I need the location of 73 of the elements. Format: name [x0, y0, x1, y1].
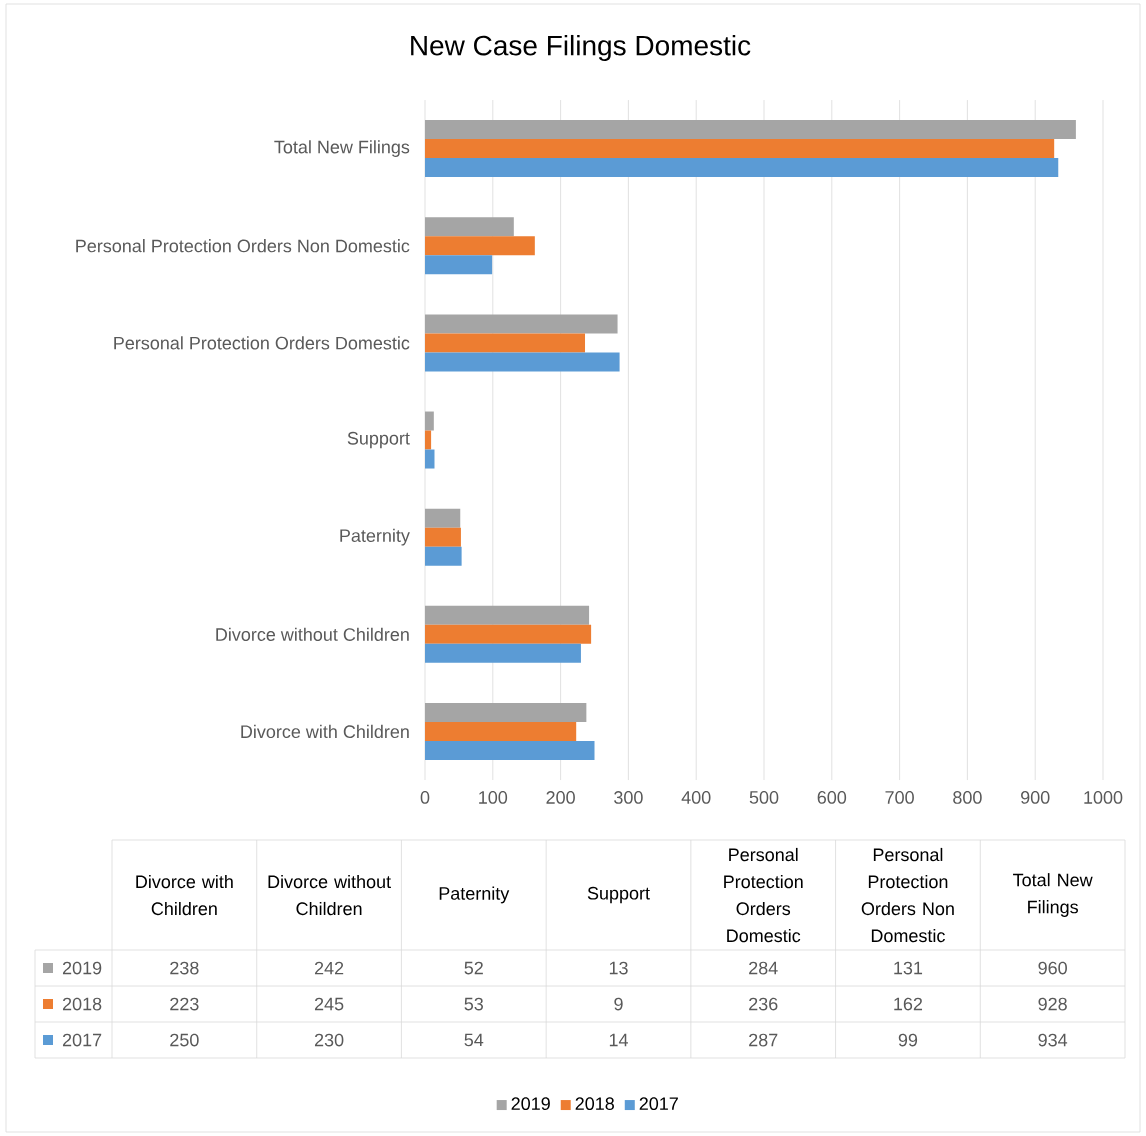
bar	[425, 702, 587, 722]
x-tick-label: 800	[953, 791, 982, 804]
x-tick-label: 1000	[1084, 791, 1123, 804]
x-tick-label: 100	[479, 791, 508, 804]
bar	[425, 411, 434, 431]
data-label: 928	[1038, 997, 1067, 1011]
legend-label: 2018	[62, 997, 102, 1011]
bar	[425, 740, 595, 760]
data-label: 54	[464, 1033, 484, 1047]
bar	[425, 217, 514, 237]
data-label: 13	[609, 961, 628, 975]
y-tick-label: Paternity	[340, 528, 410, 546]
x-tick-label: 900	[1021, 791, 1050, 804]
y-tick-label: Personal Protection Orders Non Domestic	[76, 239, 410, 253]
category-label: Divorce with Children	[136, 874, 233, 916]
legend-label: 2019	[511, 1097, 550, 1111]
category-label: Paternity	[439, 886, 510, 904]
y-tick-label: Divorce without Children	[216, 627, 409, 641]
legend-label: 2017	[62, 1033, 102, 1047]
data-label: 9	[614, 997, 623, 1011]
x-tick-label: 500	[749, 791, 779, 804]
data-label: 934	[1038, 1033, 1068, 1047]
bar	[425, 314, 618, 334]
bar	[425, 255, 493, 275]
bar	[425, 236, 535, 256]
data-label: 960	[1038, 961, 1067, 975]
category-label: Personal Protection Orders Non Domestic	[861, 847, 954, 943]
data-label: 223	[170, 997, 199, 1011]
bar	[425, 430, 432, 450]
category-label: Personal Protection Orders Domestic	[724, 847, 803, 943]
data-label: 236	[749, 997, 778, 1011]
x-tick-label: 300	[614, 791, 643, 804]
data-label: 131	[894, 961, 923, 975]
legend-label: 2019	[62, 961, 102, 975]
bar	[425, 508, 461, 528]
bar	[425, 527, 461, 547]
x-tick-label: 700	[885, 791, 914, 804]
y-tick-label: Total New Filings	[274, 140, 410, 157]
x-tick-label: 200	[546, 791, 575, 804]
bar	[425, 120, 1076, 140]
bar	[425, 449, 435, 469]
x-tick-label: 600	[817, 791, 847, 804]
data-label: 238	[170, 961, 199, 975]
data-label: 230	[314, 1033, 344, 1047]
x-tick-label: 400	[681, 791, 711, 804]
data-label: 242	[314, 961, 344, 975]
bar	[425, 139, 1055, 159]
bar	[425, 643, 581, 663]
bar	[425, 333, 586, 353]
y-tick-label: Divorce with Children	[241, 724, 409, 739]
category-label: Total New Filings	[1013, 873, 1093, 917]
y-tick-label: Personal Protection Orders Domestic	[114, 336, 410, 350]
data-label: 14	[609, 1033, 628, 1047]
category-label: Support	[587, 886, 650, 904]
data-label: 162	[894, 997, 923, 1011]
bar	[425, 158, 1059, 178]
bar	[425, 605, 590, 625]
data-label: 53	[464, 997, 483, 1011]
data-label: 52	[464, 961, 483, 975]
data-label: 287	[749, 1033, 778, 1047]
chart-title: New Case Filings Domestic	[411, 34, 751, 62]
bar	[425, 721, 577, 741]
bar	[425, 352, 620, 372]
data-label: 245	[314, 997, 344, 1011]
data-label: 250	[170, 1033, 199, 1047]
x-tick-label: 0	[420, 791, 430, 804]
legend-label: 2018	[575, 1097, 614, 1111]
data-label: 284	[749, 961, 778, 975]
bar	[425, 546, 462, 566]
legend-label: 2017	[639, 1097, 678, 1111]
data-label: 99	[898, 1033, 918, 1047]
bar	[425, 624, 592, 644]
y-tick-label: Support	[347, 431, 410, 449]
